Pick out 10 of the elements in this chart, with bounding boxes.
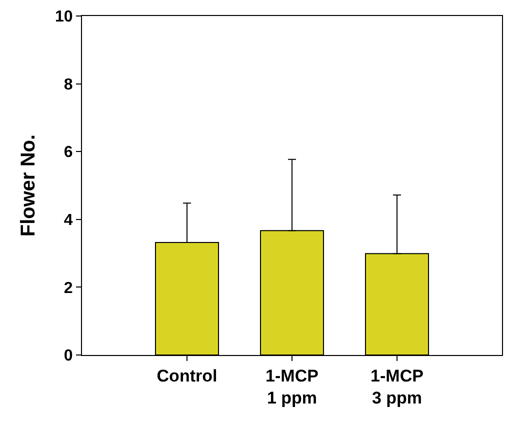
y-tick-label: 8 (64, 76, 73, 94)
y-tick-label: 4 (64, 212, 73, 229)
y-tick-label: 10 (55, 8, 73, 26)
x-tick-label: 1-MCP 3 ppm (370, 366, 424, 408)
y-tick-label: 6 (64, 144, 73, 162)
x-tick-label: 1-MCP 1 ppm (266, 366, 318, 408)
y-tick-label: 2 (64, 280, 73, 297)
y-axis-title: Flower No. (18, 134, 40, 237)
x-tick-label: Control (156, 366, 218, 386)
y-tick-label: 0 (64, 348, 73, 365)
